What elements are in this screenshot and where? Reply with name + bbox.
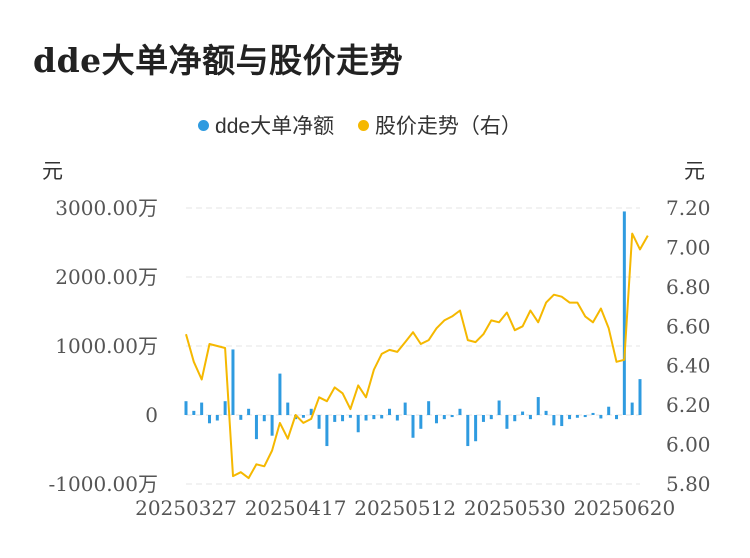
bar[interactable] (325, 415, 329, 447)
right-axis-unit: 元 (684, 159, 705, 183)
bar[interactable] (333, 415, 337, 422)
bar[interactable] (607, 406, 611, 415)
left-tick-label: -1000.00万 (49, 472, 158, 496)
bar[interactable] (599, 415, 603, 419)
chart-title: dde大单净额与股价走势 (33, 41, 404, 80)
bar[interactable] (560, 415, 564, 427)
legend-label-price: 股价走势（右） (374, 115, 522, 138)
right-tick-label: 6.00 (666, 433, 711, 457)
bar[interactable] (247, 408, 251, 415)
bar[interactable] (536, 397, 540, 415)
bar[interactable] (505, 415, 509, 429)
bar[interactable] (309, 408, 313, 415)
bar[interactable] (215, 415, 219, 421)
bar[interactable] (207, 415, 211, 424)
bar[interactable] (528, 415, 532, 420)
x-tick-label: 20250620 (573, 496, 675, 520)
x-tick-label: 20250417 (245, 496, 347, 520)
right-tick-label: 5.80 (666, 472, 711, 496)
bar[interactable] (341, 415, 345, 422)
bar[interactable] (419, 415, 423, 429)
bar[interactable] (403, 402, 407, 415)
left-tick-label: 0 (145, 403, 158, 427)
bar[interactable] (301, 415, 305, 418)
legend-dot-price (357, 120, 369, 131)
bar[interactable] (278, 373, 282, 415)
legend: dde大单净额 股价走势（右） (0, 110, 720, 140)
bar[interactable] (591, 412, 595, 415)
legend-item-dde[interactable]: dde大单净额 (198, 110, 334, 140)
right-tick-label: 7.00 (666, 235, 711, 259)
bar[interactable] (411, 415, 415, 438)
bar[interactable] (575, 415, 579, 418)
bar[interactable] (630, 402, 634, 415)
bar[interactable] (638, 379, 642, 415)
bar[interactable] (568, 415, 572, 420)
left-tick-label: 1000.00万 (55, 334, 158, 358)
legend-dot-dde (198, 120, 210, 131)
bar[interactable] (450, 415, 454, 418)
left-tick-label: 2000.00万 (55, 265, 158, 289)
bar[interactable] (254, 415, 258, 440)
bar[interactable] (239, 415, 243, 420)
bar[interactable] (552, 415, 556, 426)
right-tick-label: 7.20 (666, 196, 711, 220)
bar[interactable] (622, 211, 626, 415)
right-tick-label: 6.60 (666, 314, 711, 338)
bar[interactable] (262, 415, 266, 422)
bar[interactable] (489, 415, 493, 420)
bar[interactable] (458, 408, 462, 415)
bar[interactable] (466, 415, 470, 447)
bar[interactable] (184, 401, 188, 415)
bar[interactable] (372, 415, 376, 420)
bar[interactable] (481, 415, 485, 422)
x-tick-label: 20250327 (135, 496, 237, 520)
legend-label-dde: dde大单净额 (215, 115, 335, 138)
bar[interactable] (442, 415, 446, 420)
bar[interactable] (497, 400, 501, 415)
right-tick-label: 6.80 (666, 275, 711, 299)
bar[interactable] (380, 415, 384, 419)
bar[interactable] (223, 401, 227, 415)
x-tick-label: 20250530 (464, 496, 566, 520)
bar[interactable] (388, 408, 392, 415)
left-axis-unit: 元 (42, 159, 63, 183)
bar[interactable] (286, 402, 290, 415)
bar[interactable] (364, 415, 368, 421)
x-tick-label: 20250512 (354, 496, 456, 520)
bar[interactable] (583, 415, 587, 418)
bar[interactable] (615, 415, 619, 420)
bar[interactable] (513, 415, 517, 422)
legend-item-price[interactable]: 股价走势（右） (357, 110, 522, 140)
bar[interactable] (427, 401, 431, 415)
right-tick-label: 6.40 (666, 354, 711, 378)
bar[interactable] (348, 415, 352, 418)
bar[interactable] (395, 415, 399, 421)
bar[interactable] (434, 415, 438, 424)
bar[interactable] (192, 410, 196, 415)
bar[interactable] (270, 415, 274, 436)
bar[interactable] (474, 415, 478, 442)
bar[interactable] (544, 410, 548, 415)
right-tick-label: 6.20 (666, 393, 711, 417)
bar[interactable] (521, 411, 525, 415)
price-line[interactable] (185, 232, 649, 480)
bar[interactable] (356, 415, 360, 433)
bar[interactable] (317, 415, 321, 429)
bar[interactable] (231, 349, 235, 415)
left-tick-label: 3000.00万 (55, 196, 158, 220)
bar[interactable] (200, 402, 204, 415)
